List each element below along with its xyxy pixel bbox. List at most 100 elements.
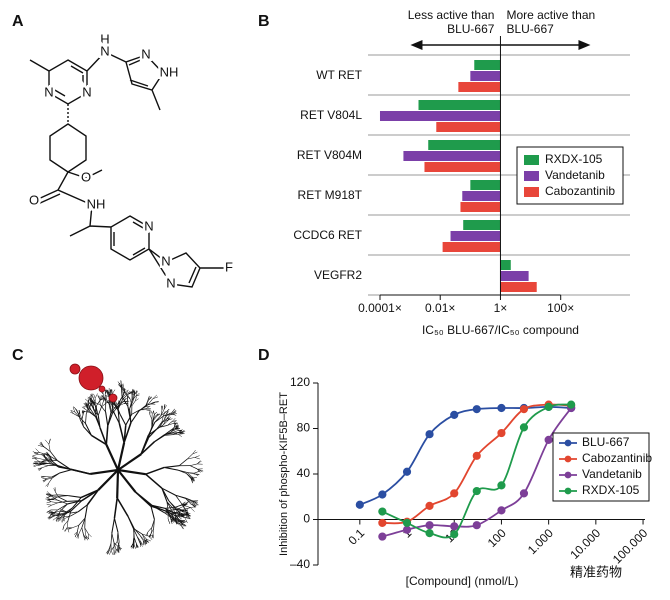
legend-label: RXDX-105 (582, 483, 640, 497)
tree-branch (145, 466, 165, 475)
tree-branch (194, 470, 200, 474)
tree-branch (95, 406, 99, 416)
tree-branch (129, 408, 132, 423)
tree-branch (84, 504, 88, 519)
tree-branch (185, 513, 191, 516)
tree-branch (93, 398, 96, 406)
tree-branch (190, 463, 198, 466)
tree-branch (67, 500, 82, 502)
tree-branch (44, 439, 50, 445)
tree-branch (189, 465, 197, 469)
data-point (472, 405, 481, 414)
tree-branch (181, 504, 187, 507)
tree-branch (162, 420, 167, 426)
tree-branch (33, 464, 40, 467)
tree-branch (96, 399, 101, 406)
legend-label: BLU-667 (582, 435, 630, 449)
tree-branch (78, 410, 80, 414)
tree-branch (90, 468, 119, 476)
tree-branch (105, 425, 109, 445)
category-label: RET V804L (300, 108, 362, 122)
tree-branch (97, 415, 101, 428)
tree-branch (89, 400, 93, 407)
bar (470, 180, 501, 190)
data-point (378, 532, 387, 541)
bar (424, 162, 501, 172)
tree-branch (152, 396, 159, 400)
tree-branch (71, 468, 91, 475)
x-tick-label: 0.01× (425, 301, 455, 315)
tree-branch (100, 397, 104, 401)
tree-branch (120, 384, 124, 390)
tree-branch (163, 415, 168, 421)
tree-branch (32, 454, 39, 456)
tree-branch (171, 514, 176, 520)
tree-branch (133, 528, 135, 538)
tree-branch (45, 457, 51, 463)
tree-branch (127, 395, 129, 407)
category-label: CCDC6 RET (293, 228, 362, 242)
tree-branch (177, 512, 186, 515)
tree-branch (85, 413, 87, 424)
tree-branch (119, 546, 121, 551)
tree-branch (132, 394, 135, 401)
tree-branch (163, 411, 166, 416)
tree-branch (165, 409, 170, 413)
tree-branch (147, 402, 154, 406)
tree-branch (149, 414, 153, 420)
data-point (497, 481, 506, 490)
tree-branch (117, 469, 137, 493)
tree-branch (99, 395, 102, 401)
tree-branch (139, 535, 145, 540)
legend-swatch (524, 155, 539, 165)
tree-branch (64, 527, 68, 532)
tree-branch (187, 472, 193, 478)
tree-branch (106, 399, 110, 404)
tree-branch (121, 388, 124, 394)
tree-branch (152, 414, 155, 420)
tree-branch (113, 402, 115, 406)
tree-branch (51, 501, 59, 504)
tree-branch (121, 388, 123, 397)
tree-branch (130, 391, 133, 395)
series-line (382, 403, 572, 525)
tree-branch (160, 409, 165, 416)
tree-branch (115, 548, 120, 553)
tree-branch (89, 402, 93, 408)
data-point (402, 525, 412, 534)
tree-branch (164, 512, 173, 519)
tree-branch (178, 429, 183, 433)
tree-branch (106, 549, 110, 554)
tree-branch (164, 507, 175, 509)
tree-branch (172, 518, 178, 524)
data-point (425, 529, 434, 538)
tree-branch (174, 504, 182, 508)
tree-branch (50, 461, 59, 468)
tree-branch (109, 404, 113, 414)
tree-branch (47, 457, 53, 462)
tree-branch (194, 457, 200, 460)
tree-branch (90, 394, 94, 399)
tree-branch (58, 500, 68, 504)
tree-branch (117, 468, 146, 476)
tree-branch (107, 549, 110, 555)
tree-branch (135, 394, 140, 397)
tree-branch (145, 405, 151, 409)
tree-branch (194, 455, 200, 458)
atom-label: NH (87, 196, 106, 211)
tree-branch (163, 404, 166, 410)
tree-branch (65, 507, 73, 513)
tree-branch (118, 546, 121, 551)
tree-branch (153, 415, 158, 421)
category-label: RET M918T (298, 188, 363, 202)
tree-branch (101, 401, 104, 408)
tree-branch (190, 477, 195, 480)
tree-branch (141, 533, 149, 537)
tree-branch (48, 444, 51, 452)
kinase-hit (69, 363, 81, 375)
tree-branch (67, 527, 70, 533)
legend-marker (564, 439, 572, 447)
tree-branch (178, 434, 182, 437)
tree-branch (138, 404, 148, 412)
tree-branch (140, 434, 150, 455)
